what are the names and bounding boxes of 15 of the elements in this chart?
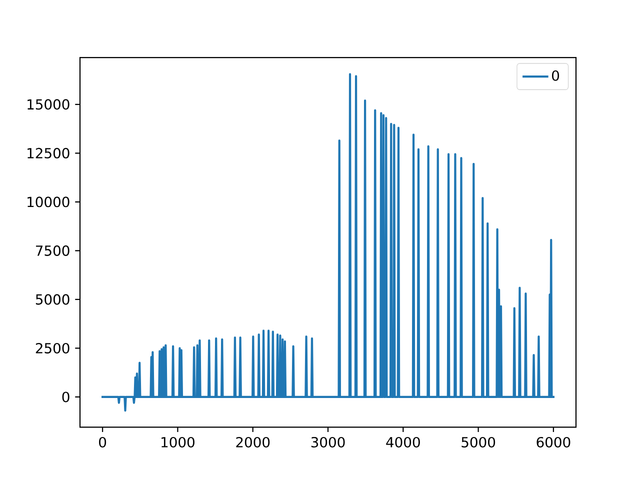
x-tick-label: 5000 [462,436,496,448]
x-tick-label: 3000 [311,436,345,448]
y-tick-label: 12500 [28,148,70,158]
legend-label: 0 [552,70,560,81]
y-tick-label: 10000 [28,196,70,208]
y-tick-label: 2500 [36,342,70,354]
x-tick-label: 6000 [536,436,570,448]
x-tick-label: 1000 [162,436,194,448]
x-tick-label: 2000 [236,436,270,448]
x-tick-label: 0 [99,436,106,448]
x-tick-label: 4000 [386,436,420,448]
y-tick-label: 5000 [36,294,70,305]
y-tick-label: 15000 [28,99,70,110]
y-tick-label: 0 [62,392,70,402]
y-tick-label: 7500 [36,245,70,256]
